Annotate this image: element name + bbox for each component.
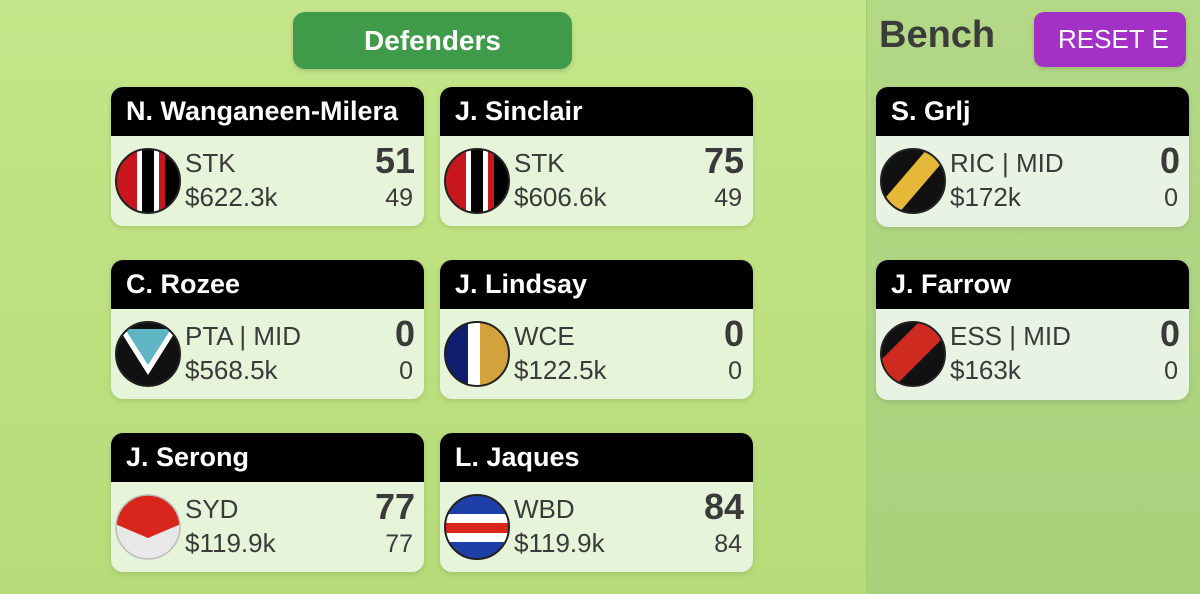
player-price: $622.3k: [185, 182, 278, 213]
player-average: 84: [714, 530, 742, 559]
player-card[interactable]: L. Jaques WBD $119.9k 84 84: [440, 433, 753, 572]
bench-title: Bench: [879, 14, 995, 57]
player-score: 0: [1160, 140, 1180, 182]
player-name: C. Rozee: [111, 260, 424, 309]
player-team: PTA | MID: [185, 321, 301, 352]
player-card[interactable]: N. Wanganeen-Milera STK $622.3k 51 49: [111, 87, 424, 226]
bench-player-card[interactable]: J. Farrow ESS | MID $163k 0 0: [876, 260, 1189, 400]
player-name: S. Grlj: [876, 87, 1189, 136]
player-name: J. Serong: [111, 433, 424, 482]
stk-guernsey-icon: [444, 148, 510, 214]
player-average: 0: [728, 357, 742, 386]
bench-player-card[interactable]: S. Grlj RIC | MID $172k 0 0: [876, 87, 1189, 227]
player-name: J. Sinclair: [440, 87, 753, 136]
player-average: 0: [1164, 184, 1178, 213]
player-price: $568.5k: [185, 355, 278, 386]
player-name: J. Farrow: [876, 260, 1189, 309]
player-score: 0: [724, 313, 744, 355]
player-team: STK: [514, 148, 565, 179]
player-average: 0: [1164, 357, 1178, 386]
player-team: WBD: [514, 494, 575, 525]
player-price: $163k: [950, 355, 1021, 386]
player-team: RIC | MID: [950, 148, 1064, 179]
player-name: J. Lindsay: [440, 260, 753, 309]
player-average: 49: [714, 184, 742, 213]
pta-guernsey-icon: [115, 321, 181, 387]
player-card[interactable]: C. Rozee PTA | MID $568.5k 0 0: [111, 260, 424, 399]
player-price: $122.5k: [514, 355, 607, 386]
wce-guernsey-icon: [444, 321, 510, 387]
player-price: $119.9k: [185, 528, 276, 559]
player-name: N. Wanganeen-Milera: [111, 87, 424, 136]
player-score: 77: [375, 486, 415, 528]
player-score: 84: [704, 486, 744, 528]
wbd-guernsey-icon: [444, 494, 510, 560]
reset-button[interactable]: RESET E: [1034, 12, 1186, 67]
player-score: 75: [704, 140, 744, 182]
stk-guernsey-icon: [115, 148, 181, 214]
player-price: $119.9k: [514, 528, 605, 559]
player-average: 0: [399, 357, 413, 386]
player-average: 49: [385, 184, 413, 213]
defenders-section-button[interactable]: Defenders: [293, 12, 572, 69]
player-name: L. Jaques: [440, 433, 753, 482]
player-team: WCE: [514, 321, 575, 352]
player-card[interactable]: J. Serong SYD $119.9k 77 77: [111, 433, 424, 572]
player-score: 0: [1160, 313, 1180, 355]
ric-guernsey-icon: [880, 148, 946, 214]
player-team: STK: [185, 148, 236, 179]
player-team: SYD: [185, 494, 238, 525]
player-team: ESS | MID: [950, 321, 1071, 352]
player-average: 77: [385, 530, 413, 559]
ess-guernsey-icon: [880, 321, 946, 387]
player-score: 51: [375, 140, 415, 182]
player-price: $172k: [950, 182, 1021, 213]
player-card[interactable]: J. Lindsay WCE $122.5k 0 0: [440, 260, 753, 399]
player-card[interactable]: J. Sinclair STK $606.6k 75 49: [440, 87, 753, 226]
syd-guernsey-icon: [115, 494, 181, 560]
player-score: 0: [395, 313, 415, 355]
player-price: $606.6k: [514, 182, 607, 213]
